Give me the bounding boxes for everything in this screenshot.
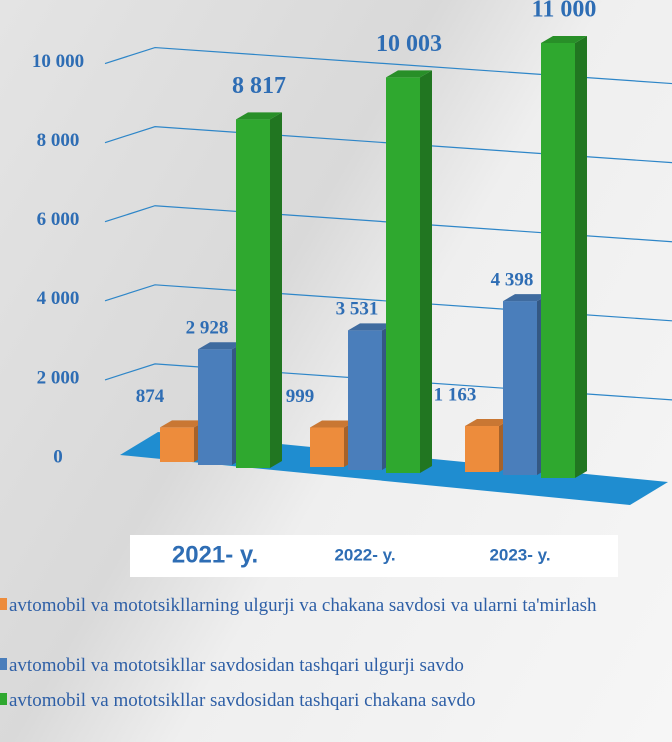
legend-swatch (0, 658, 7, 670)
legend-entry: avtomobil va mototsikllarning ulgurji va… (0, 593, 672, 619)
data-label: 874 (136, 386, 165, 407)
bar (310, 420, 356, 467)
bar-face (160, 427, 194, 462)
grid-line (104, 284, 672, 322)
y-tick-label: 10 000 (32, 51, 84, 72)
legend-entry: avtomobil va mototsikllar savdosidan tas… (0, 688, 672, 714)
grid-line (104, 126, 672, 164)
bar-face (465, 419, 511, 427)
bar-face (236, 112, 282, 120)
y-tick-label: 0 (53, 446, 63, 467)
bar-face (386, 70, 432, 78)
legend-label: avtomobil va mototsikllar savdosidan tas… (9, 690, 476, 711)
bar-face (575, 36, 587, 478)
bar-face (310, 420, 356, 428)
legend-swatch (0, 693, 7, 705)
bar-face (270, 112, 282, 468)
bar-face (198, 349, 232, 465)
y-tick-label: 4 000 (37, 288, 80, 309)
data-label: 1 163 (434, 384, 477, 405)
y-tick-label: 2 000 (37, 367, 80, 388)
bar-face (465, 426, 499, 472)
grid-line (104, 46, 672, 85)
bar-face (541, 36, 587, 43)
data-label: 999 (286, 386, 315, 407)
data-label: 4 398 (491, 269, 534, 290)
category-band (130, 535, 618, 577)
grid-line (104, 205, 672, 243)
data-label: 3 531 (336, 299, 379, 320)
chart: 0 2 000 4 000 6 000 8 000 10 000 2021- y. 2022-… (31, 0, 672, 577)
bar-face (503, 301, 537, 475)
grid-line (104, 363, 672, 401)
bar-face (160, 420, 206, 428)
data-label: 10 003 (376, 31, 442, 57)
bar-face (348, 323, 394, 331)
legend-label: avtomobil va mototsikllar savdosidan tas… (9, 655, 464, 676)
x-tick-label: 2022- y. (334, 545, 395, 564)
y-tick-label: 8 000 (37, 130, 80, 151)
bar-face (420, 70, 432, 473)
data-label: 2 928 (186, 318, 229, 339)
legend-label: avtomobil va mototsikllarning ulgurji va… (9, 595, 597, 616)
x-tick-label: 2023- y. (489, 545, 550, 564)
bar (541, 36, 587, 478)
bar (386, 70, 432, 473)
bar (236, 112, 282, 468)
bar-face (198, 342, 244, 350)
bar-face (541, 43, 575, 478)
bar-face (236, 119, 270, 468)
data-label: 8 817 (232, 73, 286, 99)
legend-swatch (0, 598, 7, 610)
bar-face (310, 427, 344, 467)
legend-entry: avtomobil va mototsikllar savdosidan tas… (0, 653, 672, 679)
bar-face (348, 330, 382, 470)
data-label: 11 000 (532, 0, 597, 23)
x-tick-label: 2021- y. (172, 541, 258, 568)
y-tick-label: 6 000 (37, 209, 80, 230)
bar-face (503, 294, 549, 302)
bar-face (386, 77, 420, 473)
